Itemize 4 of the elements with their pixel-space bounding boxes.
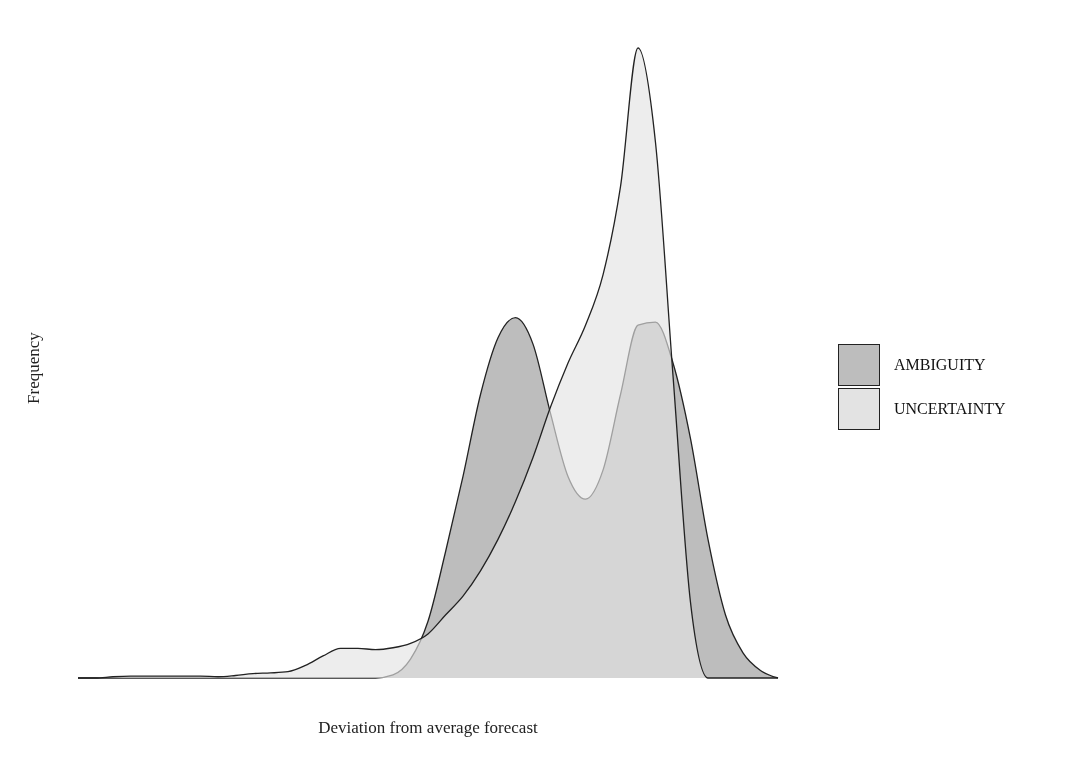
x-axis-title: Deviation from average forecast xyxy=(318,718,539,737)
text: UNCERTAINTY xyxy=(894,400,1006,418)
y-axis-title: Frequency xyxy=(23,332,44,404)
text: AMBIGUITY xyxy=(894,356,986,374)
